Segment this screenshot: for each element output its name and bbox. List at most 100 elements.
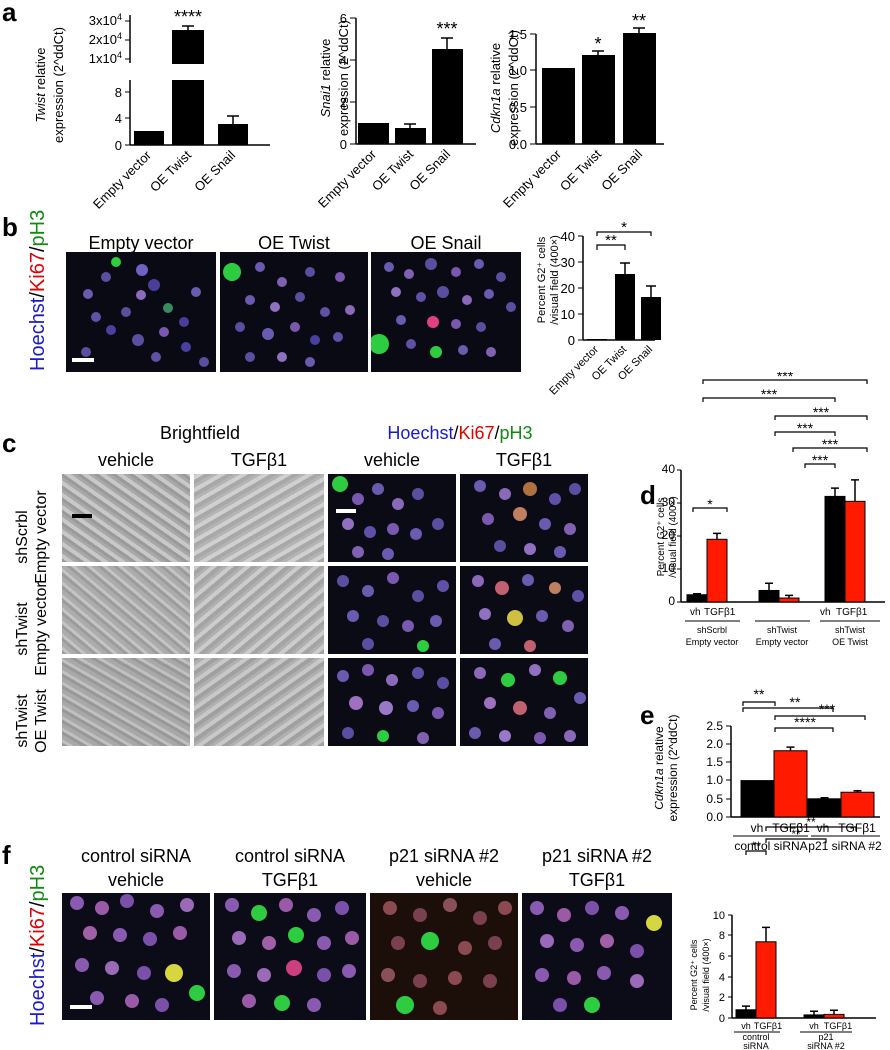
micrograph-b-twist-cells	[223, 262, 355, 367]
f-bracket-1: **	[791, 827, 801, 841]
f-bar-vh-0-errorbar	[742, 1005, 750, 1010]
micrograph-f-p21-tgf-cells	[530, 901, 662, 1013]
scale-bar	[72, 514, 92, 518]
micrograph-c-r2-fl-vehicle-cells	[337, 572, 449, 652]
a3-bar-empty	[542, 68, 575, 144]
b-ytick-20: 20	[561, 281, 575, 296]
b-ylabel2: /visual field (400×)	[549, 235, 561, 325]
d-bracket-6: ***	[812, 452, 829, 468]
e-bar-tgf-1-errorbar	[853, 790, 862, 793]
panel-f-header-3: p21 siRNA #2 vehicle	[388, 846, 500, 890]
a1-ytick-8: 8	[115, 85, 122, 100]
panel-label-e: e	[640, 700, 655, 730]
micrograph-c-r2-fl-tgf-cells	[472, 574, 584, 652]
e-bar-tgf-0	[773, 750, 808, 818]
d-brackets: *** *** *** *** *** *** *	[692, 372, 868, 512]
chart-a3: Cdkn1a relative expression (2^ddCt) 1.5 …	[488, 11, 664, 210]
a2-ylabel2: expression (2^ddCt)	[336, 20, 351, 136]
a2-ytick-4: 4	[340, 53, 347, 68]
d-x-tgf-1: TGFβ1	[704, 607, 736, 618]
a3-ylabel2: expression (2^ddCt)	[506, 30, 521, 146]
e-bar-tgf-0-errorbar	[786, 746, 795, 751]
a2-ytick-2: 2	[340, 95, 347, 110]
e-ylabel: Cdkn1a relative	[655, 726, 666, 810]
a1-ylabel2: expression (2^ddCt)	[51, 27, 66, 143]
d-bar-tgf-0-errorbar	[713, 532, 721, 540]
a1-bar-snail	[218, 124, 248, 145]
d-group-1-line1: shTwist	[767, 625, 798, 635]
panel-c-col-tgf-fl: TGFβ1	[495, 450, 553, 470]
d-bar-vh-1	[758, 589, 780, 603]
micrograph-c-r2-fl-tgf	[460, 566, 588, 654]
micrograph-c-r3-fl-vehicle	[328, 658, 456, 746]
a3-sig-twist: *	[594, 34, 601, 54]
a3-ytick-00: 0.0	[509, 137, 527, 152]
f-x-vh-1: vh	[741, 1021, 751, 1031]
panel-f-header-2: control siRNA TGFβ1	[234, 846, 346, 890]
d-group-2-line2: OE Twist	[832, 637, 868, 647]
chart-a1: Twist relative expression (2^ddCt) 3x104…	[33, 7, 270, 210]
e-ytick-05: 0.5	[706, 792, 723, 806]
micrograph-f-ctrl-vehicle-cells	[70, 894, 205, 1012]
micrograph-b-snail-cells	[371, 258, 516, 358]
f-ytick-10: 10	[713, 910, 725, 922]
d-ytick-10: 10	[661, 561, 675, 575]
a2-bar-twist	[395, 128, 426, 144]
micrograph-c-r3-fl-vehicle-cells	[337, 664, 449, 744]
d-xlabels: vh TGFβ1 shScrbl Empty vector shTwist Em…	[685, 607, 880, 647]
d-ytick-0: 0	[668, 594, 675, 608]
chart-d: *** *** *** *** *** *** * Percent G2⁺ ce…	[656, 372, 885, 603]
panel-c-stain-title: Hoechst/Ki67/pH3	[387, 423, 533, 443]
panel-f-stain-label: Hoechst/Ki67/pH3	[27, 864, 49, 1026]
panel-b-header-twist: OE Twist	[258, 233, 330, 253]
e-x-tgf-2: TGFβ1	[838, 821, 876, 835]
d-bar-tgf-0	[706, 538, 728, 603]
e-ytick-15: 1.5	[706, 755, 723, 769]
a2-xlabel-empty: Empty vector	[315, 146, 380, 210]
d-bar-tgf-1-errorbar	[785, 594, 793, 599]
e-bar-vh-1-errorbar	[820, 796, 829, 799]
chart-e: ** ** *** ****	[742, 686, 866, 732]
d-x-tgf-3: TGFβ1	[836, 607, 868, 618]
b-bar-twist	[615, 274, 635, 340]
a1-xlabel-snail: OE Snail	[191, 147, 238, 194]
panel-f-header-1: control siRNA vehicle	[80, 846, 192, 890]
b-bracket-snail: *	[621, 222, 627, 236]
panel-a-charts: Twist relative expression (2^ddCt) 3x104…	[33, 7, 664, 210]
micrograph-f-ctrl-tgf	[214, 893, 366, 1020]
micrograph-c-r1-fl-vehicle	[328, 474, 456, 562]
a3-bar-snail	[623, 33, 656, 144]
micrograph-c-r1-fl-tgf	[460, 474, 588, 562]
a1-ytick-2e4: 2x104	[89, 31, 122, 47]
a3-bar-twist	[582, 55, 615, 144]
d-bar-tgf-2-errorbar	[851, 479, 859, 502]
f-group-0-line2: siRNA	[743, 1041, 769, 1050]
panel-label-f: f	[2, 840, 11, 870]
a1-ytick-0: 0	[115, 138, 122, 153]
e-bar-tgf-1	[840, 791, 875, 818]
a2-bar-empty	[358, 123, 389, 144]
micrograph-c-r1-fl-vehicle-cells	[332, 476, 444, 560]
e-ytick-20: 2.0	[706, 737, 723, 751]
d-bracket-4: ***	[797, 420, 814, 436]
d-ytick-20: 20	[661, 528, 675, 542]
micrograph-b-snail	[371, 252, 521, 372]
micrograph-c-r1-bf-vehicle	[62, 474, 190, 562]
f-ytick-0: 0	[719, 1013, 725, 1025]
micrograph-c-r3-fl-tgf	[460, 658, 588, 746]
d-bars	[686, 479, 866, 603]
e-group-0: control siRNA	[734, 839, 807, 853]
e-x-vh-2: vh	[817, 821, 830, 835]
b-bar-empty	[587, 339, 607, 340]
d-group-1-line2: Empty vector	[756, 637, 809, 647]
a3-ytick-10: 1.0	[509, 63, 527, 78]
a2-ytick-6: 6	[340, 11, 347, 26]
e-bracket-0: **	[754, 686, 765, 702]
b-ytick-40: 40	[561, 229, 575, 244]
f-bar-tgf-1-errorbar	[830, 1009, 838, 1015]
micrograph-b-empty	[66, 252, 216, 372]
e-yticks: 2.5 2.0 1.5 1.0 0.5 0.0	[706, 719, 731, 824]
f-bracket-2: **	[806, 815, 816, 829]
d-bar-tgf-1	[778, 597, 800, 603]
d-bar-tgf-2	[844, 500, 866, 603]
